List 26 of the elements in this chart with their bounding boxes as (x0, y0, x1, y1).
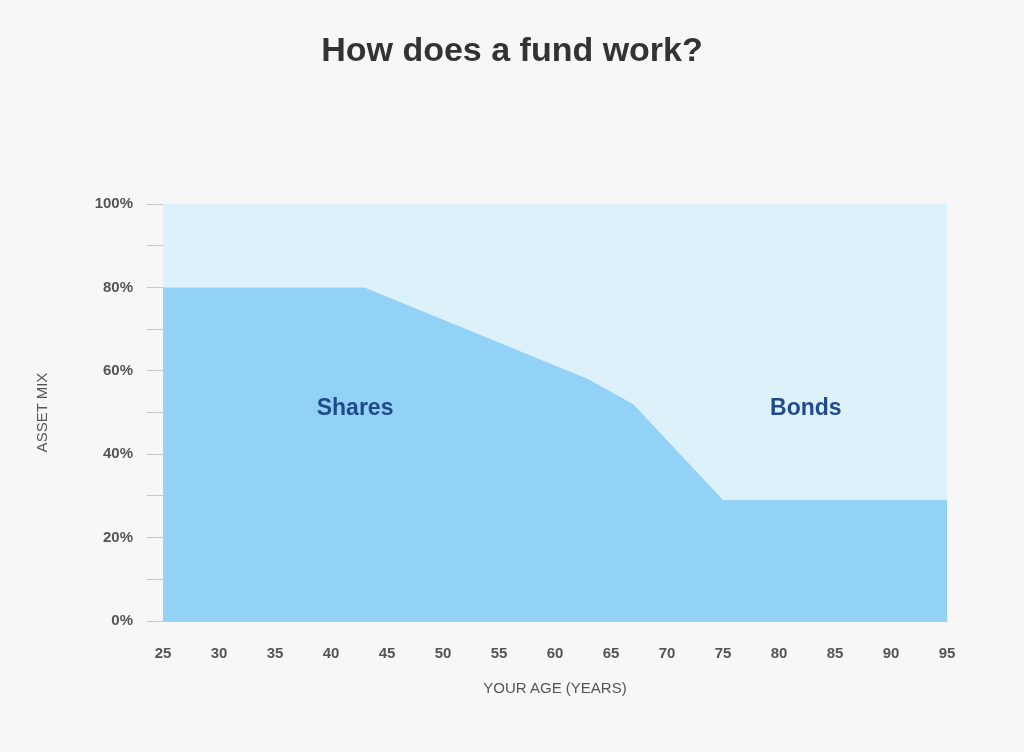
y-tick-label: 40% (102, 444, 133, 462)
series-label: Shares (316, 393, 394, 420)
x-tick-label: 90 (882, 644, 900, 662)
x-tick-label: 70 (658, 644, 676, 662)
x-tick-label: 40 (322, 644, 340, 662)
y-tick-label: 100% (94, 194, 133, 212)
series-label: Bonds (770, 393, 842, 420)
x-tick-label: 55 (490, 644, 508, 662)
x-tick-label: 35 (266, 644, 284, 662)
x-tick-label: 45 (378, 644, 396, 662)
chart-title: How does a fund work? (320, 30, 704, 69)
x-tick-label: 65 (602, 644, 620, 662)
x-tick-label: 50 (434, 644, 452, 662)
x-tick-label: 95 (938, 644, 956, 662)
y-tick-label: 60% (102, 360, 133, 378)
y-tick-label: 80% (102, 277, 133, 295)
y-axis-title: ASSET MIX (33, 372, 51, 453)
y-tick-label: 20% (102, 527, 133, 545)
y-tick-label: 0% (111, 611, 133, 629)
x-tick-label: 85 (826, 644, 844, 662)
x-tick-label: 80 (770, 644, 788, 662)
x-axis-title: YOUR AGE (YEARS) (483, 679, 627, 697)
x-tick-label: 25 (154, 644, 172, 662)
x-tick-label: 60 (546, 644, 564, 662)
x-tick-label: 30 (210, 644, 228, 662)
x-tick-label: 75 (714, 644, 732, 662)
